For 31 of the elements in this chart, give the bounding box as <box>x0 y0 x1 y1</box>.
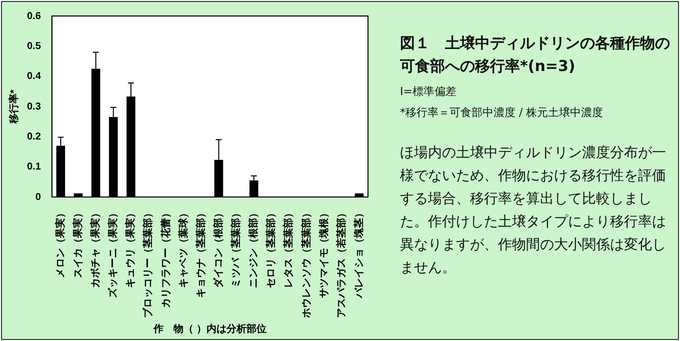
x-tick-label: メロン（果実） <box>54 208 66 278</box>
x-axis-title: 作 物（ ）内は分析部位 <box>152 322 266 335</box>
y-tick-label: 0 <box>35 192 42 203</box>
y-tick-label: 0.2 <box>26 131 42 142</box>
x-tick-label: キャベツ（葉球） <box>177 208 190 288</box>
y-tick-label: 0.5 <box>26 40 42 52</box>
y-tick-label: 0.1 <box>26 162 42 173</box>
x-tick-label: レタス（茎葉部） <box>282 208 295 288</box>
x-tick-label: バレイショ（塊茎） <box>352 208 365 299</box>
x-tick-label: アスパラガス（若茎部） <box>335 208 348 318</box>
text: ほ場内の土壌中ディルドリン濃度分布が一様でないため、作物における移行性を評価する場合、移行率を算出して比較しました。作付けした土壌タイプにより移行率は異なりますが、作物間の大小関係は変化しません。 <box>400 144 667 278</box>
x-tick-label: キュウリ（果実） <box>124 208 137 288</box>
x-tick-label: ニンジン（根部） <box>248 208 260 288</box>
x-tick-label: ダイコン（根部） <box>212 208 224 288</box>
x-tick-label: ミツバ（茎葉部） <box>230 208 242 288</box>
y-axis-title: 移行率* <box>8 89 20 124</box>
y-tick-label: 0.6 <box>26 10 42 22</box>
text: *移行率＝可食部中濃度 / 株元土壌中濃度 <box>400 105 604 120</box>
text: I=標準偏差 <box>400 84 458 99</box>
x-tick-label: スイカ（果実） <box>72 208 84 278</box>
x-tick-label: ホウレンソウ（茎葉部） <box>300 208 312 319</box>
text: 図１ 土壌中ディルドリンの各種作物の可食部への移行率*(n=3) <box>400 33 671 77</box>
x-tick-label: サツマイモ（塊根） <box>318 208 330 298</box>
y-tick-label: 0.3 <box>26 101 42 112</box>
x-tick-label: ブロッコリー（茎葉部） <box>142 208 154 318</box>
x-tick-label: キョウナ（茎葉部） <box>194 208 207 298</box>
x-tick-label: ズッキーニ（果実） <box>107 208 120 298</box>
x-tick-label: カボチャ（果実） <box>90 208 102 288</box>
x-tick-label: セロリ（茎葉部） <box>265 208 278 288</box>
y-tick-label: 0.4 <box>26 71 42 82</box>
x-tick-label: カリフラワー（花蕾） <box>160 208 172 308</box>
